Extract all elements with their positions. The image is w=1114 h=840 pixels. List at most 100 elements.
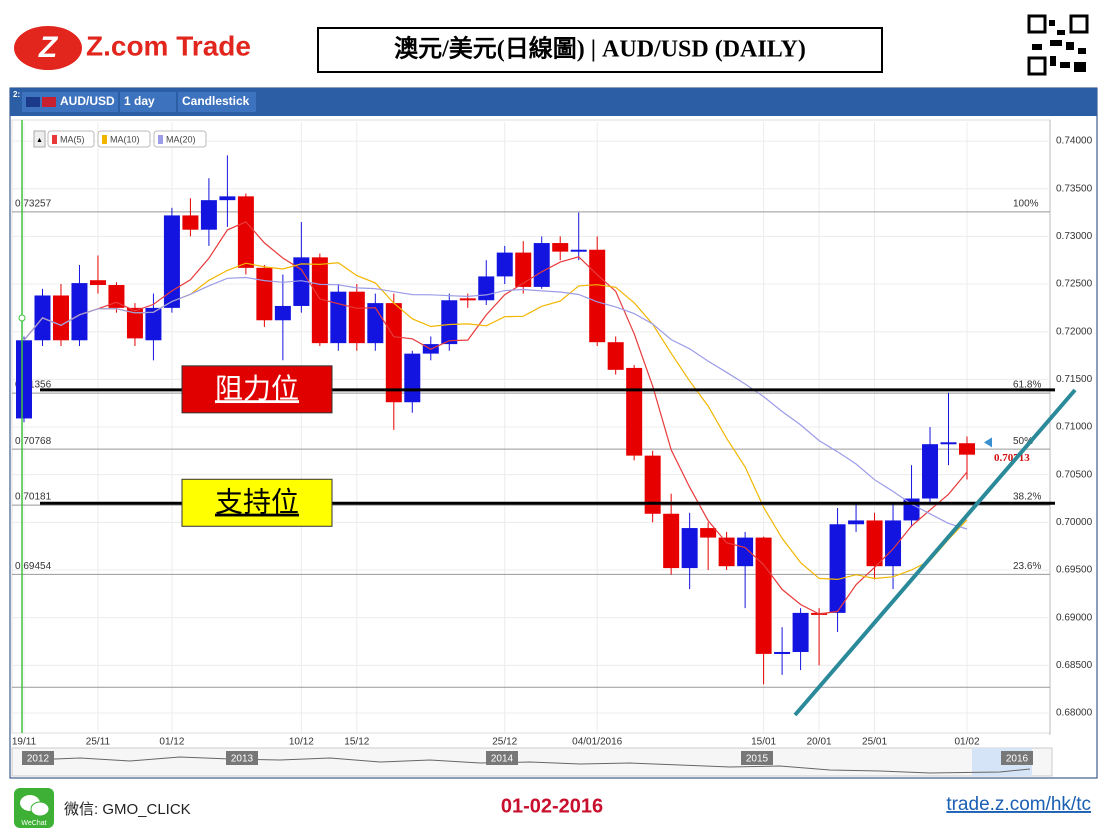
navigator-year: 2012	[27, 754, 50, 765]
y-tick-label: 0.74000	[1056, 136, 1093, 147]
candle-body	[182, 215, 199, 230]
fib-price: 0.70181	[15, 492, 52, 503]
y-tick-label: 0.70500	[1056, 469, 1093, 480]
fib-ratio: 38.2%	[1013, 492, 1041, 503]
qr-code	[1027, 14, 1089, 76]
legend-toggle[interactable]	[33, 130, 46, 148]
candle-body	[16, 340, 32, 419]
candle-body	[626, 367, 643, 456]
candle-body	[237, 196, 254, 268]
pane-id: 2:	[13, 90, 20, 99]
candle-body	[718, 537, 735, 567]
legend-toggle-icon: ▲	[36, 137, 43, 144]
candle-body	[515, 252, 532, 287]
title-box	[317, 27, 883, 73]
x-tick-label: 01/12	[159, 737, 184, 748]
fib-ratio: 23.6%	[1013, 561, 1041, 572]
flag-us	[42, 97, 56, 107]
navigator-year-box	[486, 751, 518, 765]
candle-body	[607, 342, 624, 370]
candle-body	[311, 257, 328, 344]
navigator-year: 2015	[746, 754, 769, 765]
interval-button[interactable]	[120, 92, 176, 112]
ma-line	[23, 221, 968, 615]
candle-body	[367, 303, 384, 344]
logo: Z	[14, 26, 82, 70]
candle-body	[274, 305, 291, 321]
candle-body	[52, 295, 69, 341]
last-price-marker	[984, 437, 992, 448]
candle-body	[163, 215, 180, 308]
trend-line	[793, 388, 1077, 717]
x-tick-label: 19/11	[12, 737, 37, 748]
navigator-year-box	[1001, 751, 1033, 765]
fib-ratio: 100%	[1013, 199, 1039, 210]
ma-line	[23, 276, 968, 530]
url[interactable]: trade.z.com/hk/tc	[946, 794, 1091, 815]
fib-price: 0.69454	[15, 561, 52, 572]
candle-body	[848, 520, 865, 525]
legend-swatch	[52, 135, 57, 144]
legend-swatch	[158, 135, 163, 144]
svg-text:Z: Z	[38, 31, 59, 64]
candle-body	[866, 520, 883, 567]
candle-body	[644, 455, 661, 514]
candle-body	[330, 291, 347, 344]
candle-body	[589, 249, 606, 343]
candle-body	[71, 283, 88, 341]
navigator-year-box	[22, 751, 54, 765]
resistance-box	[181, 365, 333, 414]
x-tick-label: 15/12	[344, 737, 369, 748]
candle-body	[256, 267, 273, 321]
candle-body	[145, 307, 162, 341]
candle-body	[219, 196, 236, 201]
candle-body	[663, 513, 680, 569]
y-tick-label: 0.73000	[1056, 231, 1093, 242]
style-button[interactable]	[178, 92, 256, 112]
candle-body	[89, 280, 106, 285]
fib-ratio: 61.8%	[1013, 380, 1041, 391]
candle-body	[737, 537, 754, 567]
x-tick-label: 10/12	[289, 737, 314, 748]
candle-body	[829, 524, 846, 613]
legend-swatch	[102, 135, 107, 144]
y-tick-label: 0.70000	[1056, 517, 1093, 528]
candle-body	[552, 243, 569, 252]
x-tick-label: 01/02	[954, 737, 979, 748]
fib-price: 0.70768	[15, 436, 52, 447]
interval: 1 day	[124, 94, 155, 108]
candle-body	[774, 651, 791, 654]
y-tick-label: 0.68000	[1056, 708, 1093, 719]
candle-body	[200, 200, 217, 230]
y-tick-label: 0.68500	[1056, 660, 1093, 671]
candle-body	[126, 307, 143, 339]
date: 01-02-2016	[501, 795, 603, 817]
candle-body	[404, 353, 421, 403]
navigator-year: 2016	[1006, 754, 1029, 765]
candle-body	[792, 612, 809, 652]
candle-body	[755, 537, 772, 654]
candle-body	[940, 442, 957, 445]
candle-body	[441, 300, 458, 345]
candle-body	[459, 298, 476, 301]
candle-body	[533, 243, 550, 287]
navigator-year: 2014	[491, 754, 514, 765]
support-box	[181, 478, 333, 527]
legend-label: MA(10)	[110, 134, 140, 144]
fib-price: 0.73257	[15, 199, 52, 210]
navigator-year-box	[226, 751, 258, 765]
legend-label: MA(20)	[166, 134, 196, 144]
wechat-id: 微信: GMO_CLICK	[64, 801, 191, 818]
cursor-dot	[18, 314, 26, 322]
fib-ratio: 50%	[1013, 436, 1033, 447]
resistance-label: 阻力位	[215, 373, 299, 404]
candle-body	[700, 528, 717, 538]
symbol: AUD/USD	[60, 94, 115, 108]
y-tick-label: 0.72000	[1056, 326, 1093, 337]
title: 澳元/美元(日線圖) | AUD/USD (DAILY)	[394, 35, 806, 63]
x-tick-label: 25/01	[862, 737, 887, 748]
legend-box	[153, 130, 207, 148]
navigator-line	[29, 756, 1031, 774]
legend-box	[47, 130, 95, 148]
